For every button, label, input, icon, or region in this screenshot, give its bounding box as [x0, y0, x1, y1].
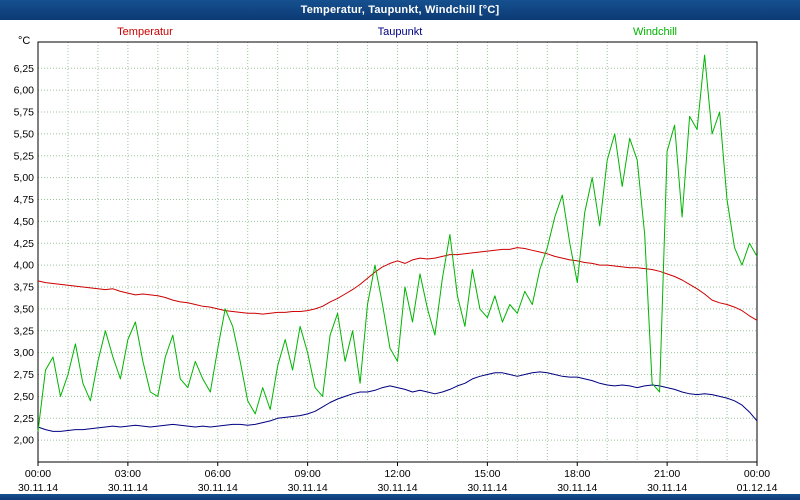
x-date-label: 30.11.14	[288, 482, 328, 494]
y-tick-label: 5,50	[14, 128, 35, 140]
x-tick-label: 21:00	[654, 468, 680, 480]
line-chart: 2,00 2,25 2,50 2,75 3,00 3,25 3,50 3,75 4,00 4,25…	[14, 41, 778, 494]
x-date-label: 30.11.14	[647, 482, 687, 494]
y-tick-label: 5,75	[14, 107, 35, 119]
legend-temperatur: Temperatur	[117, 26, 173, 38]
x-tick-label: 12:00	[384, 468, 410, 480]
legend-windchill: Windchill	[632, 26, 678, 38]
y-tick-label: 2,25	[14, 413, 35, 425]
series-taupunkt	[37, 371, 758, 432]
y-tick-label: 3,25	[14, 325, 35, 337]
x-date-label: 30.11.14	[198, 482, 238, 494]
x-date-label: 30.11.14	[108, 482, 148, 494]
y-tick-label: 3,75	[14, 282, 35, 294]
x-tick-label: 00:00	[744, 468, 770, 480]
y-tick-label: 3,50	[14, 303, 35, 315]
bottom-bar	[0, 494, 800, 500]
y-axis-unit-label: °C	[18, 35, 31, 47]
x-tick-label: 03:00	[115, 468, 141, 480]
chart-area: °C Temperatur Taupunkt Windchill 2,00 2,2…	[0, 20, 800, 494]
y-tick-label: 6,25	[14, 63, 35, 75]
y-tick-label: 5,00	[14, 172, 35, 184]
x-date-label: 30.11.14	[557, 482, 597, 494]
y-tick-label: 3,00	[14, 347, 35, 359]
x-date-label: 30.11.14	[377, 482, 417, 494]
series-windchill	[37, 54, 758, 432]
x-tick-label: 09:00	[294, 468, 320, 480]
x-date-label: 30.11.14	[467, 482, 507, 494]
y-tick-label: 4,75	[14, 194, 35, 206]
x-tick-label: 00:00	[25, 468, 51, 480]
title-bar: Temperatur, Taupunkt, Windchill [°C]	[0, 0, 800, 20]
x-date-label: 01.12.14	[737, 482, 778, 494]
y-tick-label: 6,00	[14, 85, 35, 97]
x-tick-label: 15:00	[474, 468, 500, 480]
window-title: Temperatur, Taupunkt, Windchill [°C]	[300, 4, 500, 16]
x-date-label: 30.11.14	[18, 482, 58, 494]
y-tick-label: 2,75	[14, 369, 35, 381]
legend-taupunkt: Taupunkt	[377, 26, 423, 38]
y-tick-label: 2,00	[14, 435, 35, 447]
y-tick-label: 2,50	[14, 391, 35, 403]
y-tick-label: 4,00	[14, 260, 35, 272]
x-tick-label: 18:00	[564, 468, 590, 480]
x-tick-label: 06:00	[205, 468, 231, 480]
y-tick-label: 4,50	[14, 216, 35, 228]
series-temperatur	[37, 247, 758, 321]
y-tick-label: 5,25	[14, 150, 35, 162]
y-tick-label: 4,25	[14, 238, 35, 250]
